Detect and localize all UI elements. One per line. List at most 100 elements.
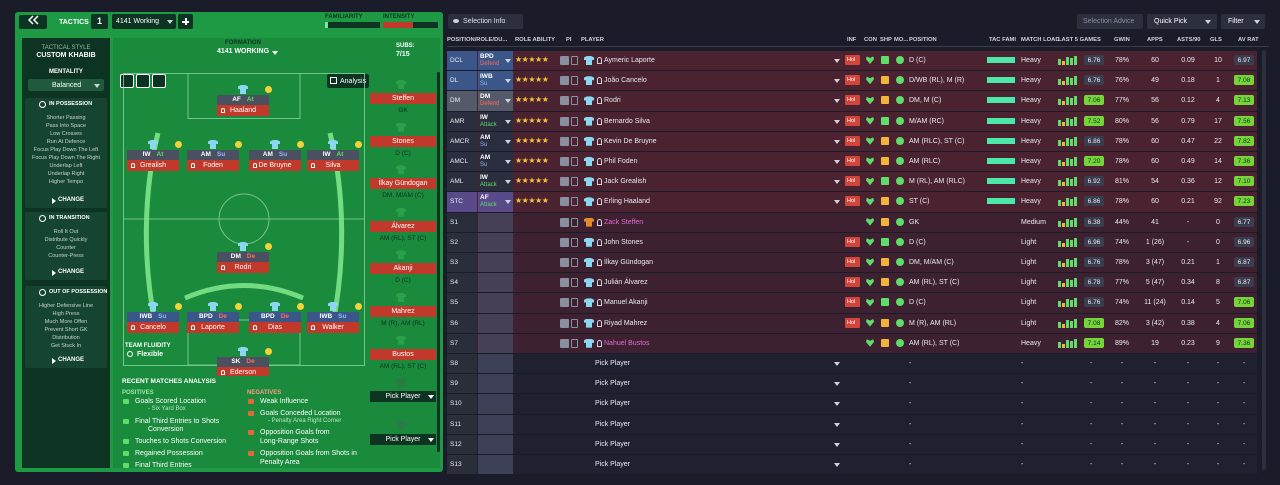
player-name: Manuel Akanji [604,299,648,307]
player-row[interactable]: S11 Pick Player - - - - - - - - [447,414,1257,434]
thumb-down [248,451,254,456]
player-name-box[interactable]: Grealish [127,160,179,171]
sub-name-box[interactable]: Pick Player [370,433,436,445]
player-row[interactable]: AMR IW Attack ★★★★★ Bernardo Silva Hol M/AM (R… [447,111,1257,131]
player-row[interactable]: S1 Zack Steffen GK Medium 6.38 6.77 44% 41 - 0 [447,212,1257,232]
sub-name-box[interactable]: İlkay Gündogan [370,178,436,190]
position-code: S12 [450,440,462,448]
dropdown-caret [834,402,840,407]
player-row[interactable]: S10 Pick Player - - - - - - - - [447,394,1257,414]
player-name-box[interactable]: Haaland [217,105,269,116]
player-name-box[interactable]: Cancelo [127,322,179,333]
sub-name: Akanji [393,265,413,273]
form-bar [1066,299,1069,308]
stat-apps: 11 (24) [1144,299,1166,307]
sub-name-box[interactable]: Mahrez [370,306,436,317]
role-text: SK De [217,358,269,366]
player-row[interactable]: S8 Pick Player - - - - - - - - [447,354,1257,374]
pi-icon [571,56,578,65]
player-name: Haaland [229,107,257,114]
player-name-box[interactable]: Foden [187,160,239,171]
av-rating-text: 7.10 [1237,178,1251,186]
sub-name-box[interactable]: Bustos [370,348,436,360]
sub-name-box[interactable]: Akanji [370,263,436,275]
player-row[interactable]: S13 Pick Player - - - - - - - - [447,455,1257,475]
sub-name-box[interactable]: Stones [370,135,436,147]
shp-icon [881,76,889,85]
player-name-box[interactable]: De Bruyne [249,160,301,171]
sub-name-box[interactable]: Steffen [370,93,436,104]
sub-name-box[interactable]: Álvarez [370,220,436,232]
form-bar [1074,197,1077,207]
position-code: S3 [450,259,458,266]
shp-icon [881,278,889,287]
player-row[interactable]: AMCR AM Su ★★★★★ Kevin De Bruyne Hol AM (RLC),… [447,131,1257,151]
player-row[interactable]: DL IWB Su ★★★★★ João Cancelo Hol D/WB (RL), M … [447,71,1257,91]
player-name-box[interactable]: Silva [307,160,359,171]
player-name: Phil Foden [604,158,638,165]
position-cell [447,152,477,172]
instruction: Focus Play Down The Left [33,147,99,153]
player-name-box[interactable]: Dias [249,322,301,333]
player-row[interactable]: S6 Riyad Mahrez Hol M (R), AM (RL) Light 7.08… [447,313,1257,333]
sub-position: AM (RL), ST (C) [379,234,427,242]
sub-position: AM (RL), ST (C) [379,362,427,370]
sub-name-box[interactable]: Pick Player [370,391,436,403]
filter-button[interactable]: Filter [1221,14,1265,29]
player-name-box[interactable]: Rodri [217,262,269,273]
form-rating: 6.92 [1084,176,1104,187]
form-rating-text: 6.86 [1087,198,1101,206]
match-load: - [1021,420,1024,428]
tactic-selector[interactable]: 4141 Working [112,14,176,29]
player-row[interactable]: S7 Nahuel Bustos AM (RL), ST (C) Heavy 7.14 7… [447,333,1257,353]
player-name-box[interactable]: Walker [307,322,359,333]
player-row[interactable]: DCL BPD Defend ★★★★★ Aymeric Laporte Hol D (C)… [447,51,1257,71]
sub-position: DM, M/AM (C) [382,192,424,200]
player-row[interactable]: AML IW Attack ★★★★★ Jack Grealish Hol M (RL), … [447,172,1257,192]
role-cell [478,394,513,414]
match-load: Heavy [1021,117,1041,125]
selection-advice-button[interactable] [1077,14,1143,29]
player-row[interactable]: DM DM Defend ★★★★★ Rodri Hol DM, M (C) Heavy 7.0… [447,91,1257,111]
duty: Attack [480,121,497,128]
stat-asts: 0.36 [1181,178,1195,186]
stat-asts: - [1186,218,1190,226]
selection-info-button[interactable]: Selection Info [448,14,523,29]
view-icon[interactable] [136,74,150,88]
player-name-box[interactable]: Ederson [217,367,269,378]
tactic-number[interactable]: 1 [91,14,108,29]
change-button[interactable]: CHANGE [58,269,85,275]
role-box: IWB Su [307,312,359,322]
role-cell [478,293,513,313]
selection-info: Selection Info [463,18,506,25]
quick-pick-button[interactable]: Quick Pick [1147,14,1217,29]
change-button[interactable]: CHANGE [58,357,85,363]
tactical-style: CUSTOM KHABIB [36,52,96,59]
role-text: BPD De [187,313,239,321]
con-heart [866,137,874,145]
section-title: OUT OF POSSESSION [49,289,108,295]
view-icon[interactable] [152,74,166,88]
analysis-button[interactable]: Analysis [327,74,369,88]
player-row[interactable]: STC AF Attack ★★★★★ Erling Haaland Hol ST (C) H… [447,192,1257,212]
player-name-box[interactable]: Laporte [187,322,239,333]
player-row[interactable]: S12 Pick Player - - - - - - - - [447,434,1257,454]
player-row[interactable]: AMCL AM Su ★★★★★ Phil Foden Hol AM (RLC) Heavy 7… [447,152,1257,172]
player-row[interactable]: S9 Pick Player - - - - - - - - [447,374,1257,394]
player-name: Walker [322,324,344,331]
player-row[interactable]: S3 İlkay Gündogan Hol DM, M/AM (C) Light 6.76… [447,253,1257,273]
pi-icon [571,157,578,166]
back-button[interactable] [19,15,47,29]
player-row[interactable]: S2 John Stones Hol D (C) Light 6.96 6.96 74% 1 (… [447,232,1257,252]
player-row[interactable]: S4 Julián Álvarez Hol AM (RL), ST (C) Light 6… [447,273,1257,293]
negatives-label: NEGATIVES [247,390,282,396]
inf-badge: Hol [845,176,860,187]
player-row[interactable]: S5 Manuel Akanji Hol D (C) Light 6.76 7.06 74% 1… [447,293,1257,313]
stat-asts: 0.14 [1181,299,1195,307]
position-cell [447,313,477,333]
change-button[interactable]: CHANGE [58,197,85,203]
position-code: AML [450,178,464,186]
role-cell [478,374,513,394]
shirt-icon [328,302,338,311]
mentality-dropdown[interactable]: Balanced [28,79,104,91]
